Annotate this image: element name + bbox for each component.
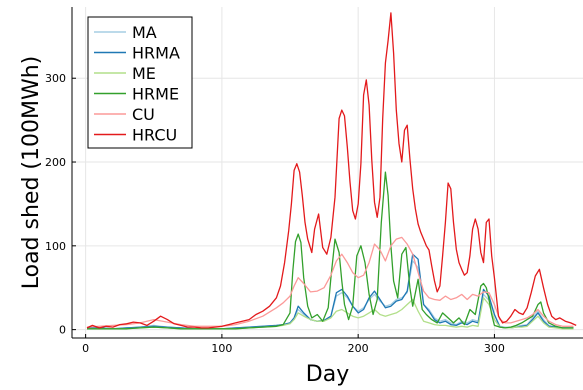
x-axis-label: Day [306,362,349,387]
legend-box [87,16,193,149]
series-line-me [87,297,574,330]
series-line-cu [86,236,574,328]
legend-label-me: ME [132,64,156,83]
axes [71,7,583,339]
legend-label-ma: MA [132,23,157,42]
legend-label-hrme: HRME [132,85,179,104]
series-line-hrcu [86,12,577,329]
legend-label-hrma: HRMA [132,44,180,63]
y-tick-label: 200 [45,156,66,169]
x-tick-label: 0 [82,342,89,355]
tick-labels: 0 100 200 300 0 100 200 300 [45,72,505,355]
x-tick-label: 200 [348,342,369,355]
legend-label-hrcu: HRCU [132,126,177,145]
y-tick-label: 100 [45,240,66,253]
series-line-hrme [87,171,574,330]
y-tick-label: 300 [45,72,66,85]
x-tick-label: 300 [484,342,505,355]
x-tick-label: 100 [211,342,232,355]
legend-label-cu: CU [132,105,155,124]
series-lines [86,12,577,330]
grid-lines [72,7,583,338]
y-axis-label: Load shed (100MWh) [19,56,44,290]
y-tick-label: 0 [59,324,66,337]
